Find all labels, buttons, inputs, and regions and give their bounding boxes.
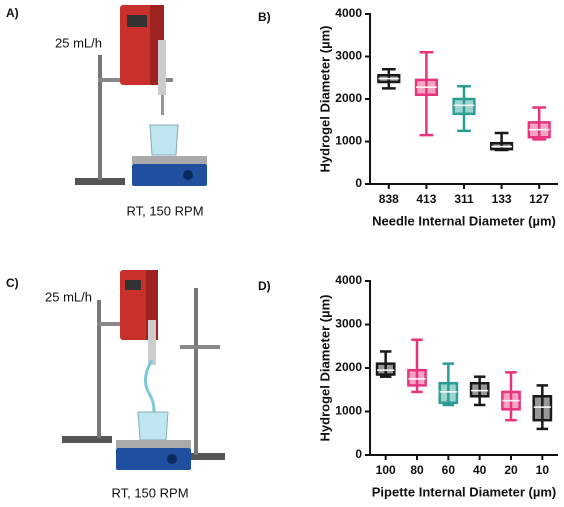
setup-illustration-a [75, 5, 207, 186]
y-tick-label: 3000 [335, 49, 362, 63]
flow-rate: 25 mL/h [55, 35, 102, 50]
x-tick-label: 80 [410, 463, 424, 477]
panel-label: C) [6, 276, 19, 290]
box [375, 362, 396, 376]
panel-label: A) [6, 6, 19, 20]
box [532, 395, 553, 422]
y-tick-label: 3000 [335, 317, 362, 331]
x-tick-label: 413 [416, 192, 436, 206]
box [407, 368, 427, 387]
panel-label: B) [258, 10, 271, 24]
y-axis-title: Hydrogel Diameter (µm) [317, 295, 332, 442]
y-tick-label: 1000 [335, 404, 362, 418]
box [438, 381, 459, 405]
x-axis-title: Needle Internal Diameter (µm) [372, 213, 556, 228]
x-tick-label: 10 [536, 463, 550, 477]
x-tick-label: 40 [473, 463, 487, 477]
x-tick-label: 311 [454, 192, 474, 206]
y-tick-label: 2000 [335, 91, 362, 105]
condition: RT, 150 RPM [126, 203, 203, 218]
setup-illustration-c [62, 270, 225, 470]
box [452, 97, 476, 116]
y-tick-label: 4000 [335, 273, 362, 287]
x-tick-label: 133 [492, 192, 512, 206]
flow-rate: 25 mL/h [45, 289, 92, 304]
x-axis-title: Pipette Internal Diameter (µm) [372, 484, 556, 499]
x-tick-label: 20 [504, 463, 518, 477]
y-tick-label: 1000 [335, 134, 362, 148]
y-tick-label: 0 [355, 447, 362, 461]
y-tick-label: 2000 [335, 360, 362, 374]
x-tick-label: 838 [379, 192, 399, 206]
y-tick-label: 4000 [335, 6, 362, 20]
condition: RT, 150 RPM [111, 485, 188, 500]
y-tick-label: 0 [355, 176, 362, 190]
x-tick-label: 127 [529, 192, 549, 206]
box [469, 381, 490, 398]
panel-label: D) [258, 279, 271, 293]
x-tick-label: 60 [442, 463, 456, 477]
y-axis-title: Hydrogel Diameter (µm) [317, 26, 332, 173]
x-tick-label: 100 [376, 463, 396, 477]
